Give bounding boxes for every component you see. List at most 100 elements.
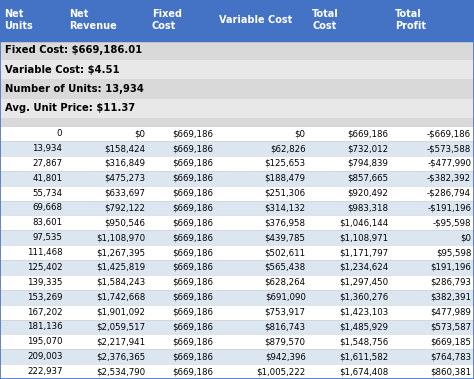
Text: -$191,196: -$191,196 xyxy=(427,204,471,213)
Text: $2,217,941: $2,217,941 xyxy=(96,337,145,346)
Text: $1,108,970: $1,108,970 xyxy=(96,233,145,242)
Text: $1,108,971: $1,108,971 xyxy=(339,233,388,242)
Text: $1,901,092: $1,901,092 xyxy=(96,308,145,316)
Text: $191,196: $191,196 xyxy=(430,263,471,272)
Text: $816,743: $816,743 xyxy=(264,323,306,332)
Bar xyxy=(0,215,474,230)
Bar xyxy=(0,41,474,60)
Bar xyxy=(0,260,474,275)
Bar xyxy=(0,319,474,334)
Text: $669,186: $669,186 xyxy=(172,293,213,302)
Text: $1,171,797: $1,171,797 xyxy=(339,248,388,257)
Bar xyxy=(0,171,474,186)
Bar xyxy=(0,99,474,118)
Text: $251,306: $251,306 xyxy=(264,189,306,197)
Text: $669,186: $669,186 xyxy=(172,233,213,242)
Text: $0: $0 xyxy=(460,233,471,242)
Text: $565,438: $565,438 xyxy=(264,263,306,272)
Bar xyxy=(0,79,474,99)
Bar xyxy=(0,230,474,245)
Text: Variable Cost: Variable Cost xyxy=(219,15,293,25)
Bar xyxy=(0,275,474,290)
Text: $942,396: $942,396 xyxy=(265,352,306,361)
Bar xyxy=(0,334,474,349)
Text: $669,186: $669,186 xyxy=(172,129,213,138)
Text: $633,697: $633,697 xyxy=(104,189,145,197)
Text: $669,186: $669,186 xyxy=(347,129,388,138)
Text: $669,186: $669,186 xyxy=(172,174,213,183)
Text: $669,186: $669,186 xyxy=(172,189,213,197)
Text: 139,335: 139,335 xyxy=(27,278,63,287)
Text: $669,186: $669,186 xyxy=(172,248,213,257)
Text: Avg. Unit Price: $11.37: Avg. Unit Price: $11.37 xyxy=(5,103,135,113)
Text: $502,611: $502,611 xyxy=(264,248,306,257)
Text: $62,826: $62,826 xyxy=(270,144,306,153)
Text: 195,070: 195,070 xyxy=(27,337,63,346)
Text: 83,601: 83,601 xyxy=(32,218,63,227)
Text: $1,360,276: $1,360,276 xyxy=(339,293,388,302)
Text: $439,785: $439,785 xyxy=(264,233,306,242)
Text: 222,937: 222,937 xyxy=(27,367,63,376)
Bar xyxy=(0,290,474,305)
Text: $1,584,243: $1,584,243 xyxy=(96,278,145,287)
Text: -$95,598: -$95,598 xyxy=(433,218,471,227)
Bar xyxy=(0,118,474,126)
Text: $628,264: $628,264 xyxy=(264,278,306,287)
Text: $0: $0 xyxy=(295,129,306,138)
Text: Fixed Cost: $669,186.01: Fixed Cost: $669,186.01 xyxy=(5,45,142,55)
Text: $188,479: $188,479 xyxy=(264,174,306,183)
Text: $879,570: $879,570 xyxy=(264,337,306,346)
Text: $1,674,408: $1,674,408 xyxy=(339,367,388,376)
Text: -$573,588: -$573,588 xyxy=(427,144,471,153)
Text: $794,839: $794,839 xyxy=(347,159,388,168)
Text: $950,546: $950,546 xyxy=(104,218,145,227)
Bar xyxy=(0,186,474,200)
Text: $286,793: $286,793 xyxy=(430,278,471,287)
Text: $1,297,450: $1,297,450 xyxy=(339,278,388,287)
Text: $382,391: $382,391 xyxy=(430,293,471,302)
Text: $1,425,819: $1,425,819 xyxy=(96,263,145,272)
Bar xyxy=(0,200,474,215)
Text: $857,665: $857,665 xyxy=(347,174,388,183)
Text: $669,185: $669,185 xyxy=(430,337,471,346)
Bar xyxy=(0,141,474,156)
Bar xyxy=(0,245,474,260)
Text: $376,958: $376,958 xyxy=(264,218,306,227)
Text: Net
Revenue: Net Revenue xyxy=(69,9,117,31)
Text: $475,273: $475,273 xyxy=(104,174,145,183)
Text: 111,468: 111,468 xyxy=(27,248,63,257)
Text: $669,186: $669,186 xyxy=(172,337,213,346)
Text: 69,668: 69,668 xyxy=(32,204,63,213)
Text: $2,376,365: $2,376,365 xyxy=(96,352,145,361)
Text: $2,059,517: $2,059,517 xyxy=(96,323,145,332)
Text: -$286,794: -$286,794 xyxy=(427,189,471,197)
Text: $477,989: $477,989 xyxy=(430,308,471,316)
Text: $792,122: $792,122 xyxy=(104,204,145,213)
Text: $669,186: $669,186 xyxy=(172,308,213,316)
Bar xyxy=(0,126,474,141)
Text: $1,046,144: $1,046,144 xyxy=(339,218,388,227)
Text: 153,269: 153,269 xyxy=(27,293,63,302)
Text: $983,318: $983,318 xyxy=(347,204,388,213)
Text: $753,917: $753,917 xyxy=(264,308,306,316)
Text: $691,090: $691,090 xyxy=(265,293,306,302)
Text: $0: $0 xyxy=(134,129,145,138)
Text: -$382,392: -$382,392 xyxy=(427,174,471,183)
Bar xyxy=(0,364,474,379)
Text: $669,186: $669,186 xyxy=(172,159,213,168)
Text: $95,598: $95,598 xyxy=(436,248,471,257)
Text: $669,186: $669,186 xyxy=(172,278,213,287)
Text: $1,548,756: $1,548,756 xyxy=(339,337,388,346)
Text: $573,587: $573,587 xyxy=(430,323,471,332)
Bar xyxy=(0,305,474,319)
Text: Number of Units: 13,934: Number of Units: 13,934 xyxy=(5,84,144,94)
Text: $1,423,103: $1,423,103 xyxy=(339,308,388,316)
Text: $1,742,668: $1,742,668 xyxy=(96,293,145,302)
Text: 97,535: 97,535 xyxy=(32,233,63,242)
Text: $158,424: $158,424 xyxy=(104,144,145,153)
Text: $669,186: $669,186 xyxy=(172,144,213,153)
Text: 167,202: 167,202 xyxy=(27,308,63,316)
Text: $2,534,790: $2,534,790 xyxy=(96,367,145,376)
Text: 55,734: 55,734 xyxy=(32,189,63,197)
Text: Variable Cost: $4.51: Variable Cost: $4.51 xyxy=(5,64,119,75)
